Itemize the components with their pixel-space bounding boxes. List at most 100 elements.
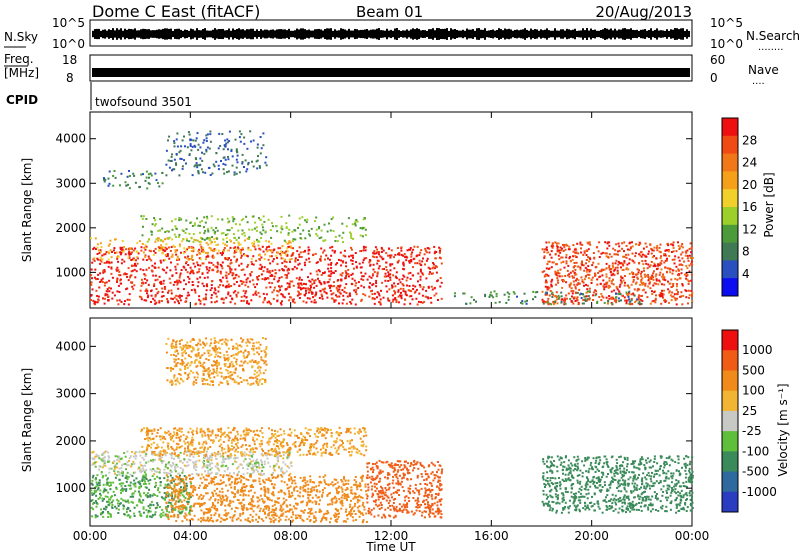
range-cell — [377, 267, 380, 270]
range-cell — [171, 255, 174, 258]
range-cell — [204, 486, 207, 489]
range-cell — [600, 299, 603, 302]
range-cell — [677, 274, 679, 276]
range-cell — [102, 515, 105, 518]
range-cell — [246, 265, 249, 268]
range-cell — [158, 477, 161, 480]
range-cell — [582, 264, 585, 267]
noise-sample — [472, 29, 474, 39]
noise-sample — [356, 29, 358, 39]
range-cell — [176, 283, 179, 286]
noise-sample — [272, 29, 274, 39]
range-cell — [192, 240, 195, 243]
range-cell — [337, 509, 340, 512]
range-cell — [593, 257, 596, 260]
range-cell — [254, 462, 256, 465]
range-cell — [280, 225, 283, 228]
range-cell — [296, 490, 299, 493]
range-cell — [506, 291, 509, 294]
range-cell — [680, 268, 683, 271]
range-cell — [153, 283, 156, 286]
range-cell — [241, 248, 244, 251]
range-cell — [272, 476, 275, 479]
range-cell — [174, 268, 177, 271]
range-cell — [418, 292, 421, 295]
range-cell — [277, 290, 280, 293]
range-cell — [325, 254, 328, 257]
range-cell — [146, 240, 149, 243]
range-cell — [108, 261, 110, 264]
range-cell — [544, 285, 547, 288]
range-cell — [197, 518, 200, 521]
range-cell — [420, 264, 423, 267]
range-cell — [275, 254, 278, 257]
range-cell — [326, 494, 329, 497]
range-cell — [415, 288, 418, 291]
range-cell — [106, 288, 109, 291]
noise-sample — [502, 30, 504, 38]
range-cell — [282, 269, 285, 272]
range-cell — [183, 159, 185, 162]
range-cell — [345, 275, 348, 278]
range-cell — [166, 253, 169, 255]
noise-sample — [222, 28, 224, 40]
noise-sample — [106, 30, 108, 38]
range-cell — [589, 269, 592, 272]
range-cell — [282, 252, 285, 254]
range-cell — [273, 469, 276, 472]
range-cell — [269, 271, 272, 274]
range-cell — [246, 221, 249, 224]
range-cell — [134, 485, 137, 488]
range-cell — [555, 291, 558, 294]
range-cell — [553, 303, 556, 306]
range-cell — [203, 485, 206, 488]
range-cell — [190, 289, 193, 292]
range-cell — [182, 230, 185, 233]
range-cell — [203, 276, 206, 279]
range-cell — [355, 219, 358, 221]
range-cell — [615, 243, 618, 246]
range-cell — [622, 279, 625, 282]
range-cell — [147, 255, 150, 258]
range-cell — [236, 472, 239, 475]
range-cell — [222, 284, 225, 287]
range-cell — [164, 465, 167, 468]
range-cell — [573, 283, 576, 286]
noise-sample — [220, 29, 222, 39]
range-cell — [107, 455, 110, 458]
range-cell — [639, 280, 642, 283]
range-cell — [290, 246, 293, 249]
range-cell — [284, 451, 287, 454]
range-cell — [154, 223, 157, 226]
range-cell — [280, 293, 283, 296]
range-cell — [213, 477, 216, 480]
range-cell — [557, 242, 560, 245]
range-cell — [550, 303, 553, 306]
range-cell — [286, 505, 289, 508]
range-cell — [222, 156, 225, 159]
range-cell — [406, 284, 408, 287]
range-cell — [663, 299, 666, 302]
range-cell — [660, 255, 663, 258]
range-cell — [226, 138, 229, 141]
range-cell — [344, 270, 347, 273]
range-cell — [178, 302, 180, 305]
range-cell — [676, 278, 679, 281]
range-cell — [114, 176, 117, 179]
range-cell — [297, 226, 299, 229]
range-cell — [99, 262, 102, 265]
range-cell — [293, 486, 296, 489]
range-cell — [271, 514, 274, 517]
range-cell — [232, 247, 235, 250]
range-cell — [280, 303, 283, 306]
range-cell — [203, 139, 206, 142]
range-cell — [391, 300, 394, 303]
range-cell — [592, 252, 595, 254]
range-cell — [425, 277, 428, 280]
range-cell — [137, 467, 140, 470]
range-cell — [278, 450, 281, 453]
range-cell — [290, 465, 293, 468]
range-cell — [598, 270, 601, 273]
range-cell — [543, 248, 546, 251]
range-cell — [553, 300, 556, 303]
